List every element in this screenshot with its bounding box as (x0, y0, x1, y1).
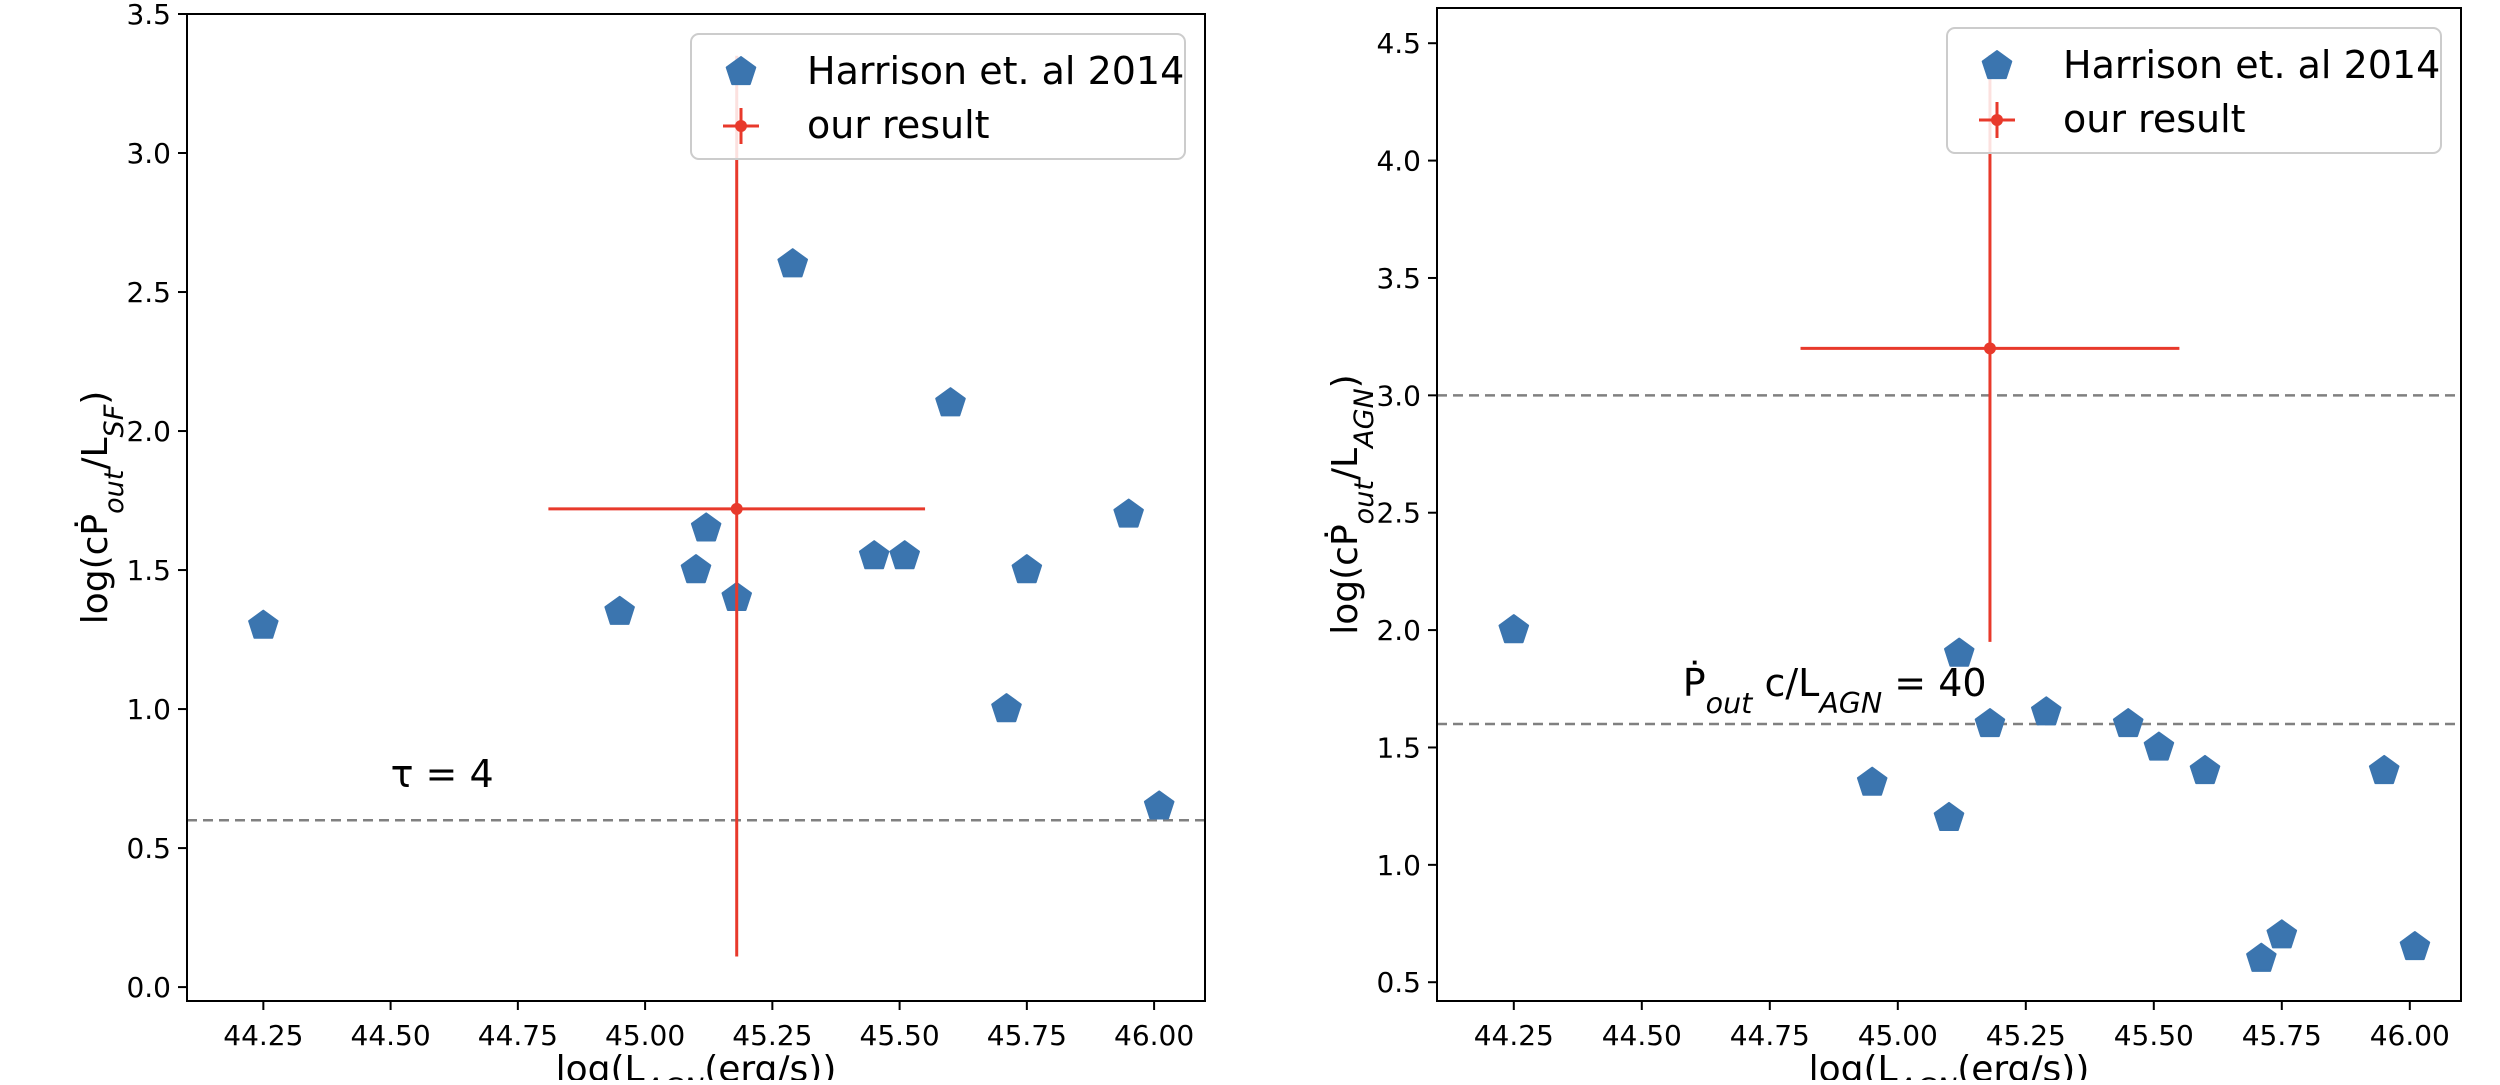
data-point (1011, 554, 1043, 584)
legend-box (690, 33, 1186, 160)
data-point (935, 387, 966, 417)
y-tick-label: 1.5 (126, 554, 171, 587)
y-tick-label: 0.5 (1376, 966, 1421, 999)
y-tick-label: 3.5 (1376, 262, 1421, 295)
y-tick-label: 4.5 (1376, 27, 1421, 60)
legend-marker-result-dot (735, 120, 747, 132)
x-tick-label: 45.75 (987, 1019, 1067, 1052)
chart-panel-2: 44.25 44.50 44.75 45.00 45.25 45.50 45.75 46.00… (1324, 7, 2462, 1085)
y-tick-label: 4.0 (1376, 145, 1421, 178)
data-point (2189, 754, 2221, 785)
data-point (991, 693, 1022, 723)
x-tick-label: 45.50 (2114, 1019, 2194, 1052)
y-tick-label: 1.0 (126, 693, 171, 726)
x-tick-label: 44.75 (1730, 1019, 1810, 1052)
chart-panel-1: 44.25 44.50 44.75 45.00 45.25 45.50 45.75 46.00… (74, 0, 1206, 1085)
x-tick-label: 45.50 (860, 1019, 940, 1052)
result-point (730, 502, 743, 515)
data-point (2246, 942, 2277, 972)
x-axis-label: log(LAGN(erg/s)) (1809, 1049, 2090, 1080)
x-tick-label: 44.25 (223, 1019, 303, 1052)
data-point (1974, 708, 2006, 738)
y-tick-label: 1.5 (1376, 731, 1421, 764)
x-tick-label: 45.25 (1986, 1019, 2066, 1052)
plot-frame (1436, 7, 2462, 1002)
x-tick-label: 44.50 (1602, 1019, 1682, 1052)
x-tick-label: 44.75 (478, 1019, 558, 1052)
annotation-text: Ṗout c/LAGN = 40 (1683, 661, 1987, 720)
data-point (2031, 696, 2062, 726)
x-tick-label: 45.25 (732, 1019, 812, 1052)
data-point (1856, 766, 1888, 796)
y-tick-label: 2.5 (126, 276, 171, 309)
data-point (1933, 801, 1965, 831)
x-tick-label: 45.75 (2242, 1019, 2322, 1052)
y-tick-label: 3.0 (126, 137, 171, 170)
data-point (858, 540, 890, 570)
legend-label-result: our result (807, 103, 990, 147)
data-point (2266, 919, 2298, 949)
y-tick-label: 2.0 (126, 415, 171, 448)
legend: Harrison et. al 2014 our result (1946, 27, 2442, 154)
plot-frame (186, 13, 1206, 1002)
y-tick-label: 2.5 (1376, 497, 1421, 530)
result-point (1983, 342, 1996, 355)
y-tick-label: 0.5 (126, 832, 171, 865)
x-tick-label: 46.00 (1114, 1019, 1194, 1052)
y-tick-label: 2.0 (1376, 614, 1421, 647)
legend: Harrison et. al 2014 our result (690, 33, 1186, 160)
data-point (1498, 614, 1530, 644)
data-point (1944, 637, 1975, 667)
x-tick-label: 46.00 (2370, 1019, 2450, 1052)
y-tick-label: 1.0 (1376, 849, 1421, 882)
data-point (248, 609, 279, 639)
annotation-text: τ = 4 (391, 752, 494, 796)
y-axis-label: log(cṖout/LSF) (74, 391, 130, 625)
legend-label-harrison: Harrison et. al 2014 (2063, 43, 2440, 87)
data-point (604, 595, 635, 625)
data-point (1113, 498, 1144, 528)
legend-label-harrison: Harrison et. al 2014 (807, 49, 1184, 93)
y-tick-label: 3.0 (1376, 379, 1421, 412)
data-point (889, 540, 920, 570)
data-point (690, 512, 722, 542)
data-point (1143, 790, 1175, 820)
data-point (2399, 931, 2431, 961)
x-tick-label: 44.50 (351, 1019, 431, 1052)
legend-marker-result-dot (1991, 114, 2003, 126)
y-tick-label: 0.0 (126, 971, 171, 1004)
legend-marker-harrison (1981, 50, 2013, 80)
data-point (2143, 731, 2175, 761)
legend-marker-harrison (725, 56, 757, 86)
y-axis-label: log(cṖout/LAGN) (1324, 374, 1380, 634)
x-tick-label: 44.25 (1474, 1019, 1554, 1052)
legend-box (1946, 27, 2442, 154)
data-point (2112, 708, 2144, 738)
data-point (680, 554, 712, 584)
y-tick-label: 3.5 (126, 0, 171, 31)
x-axis-label: log(LAGN(erg/s)) (556, 1049, 837, 1080)
legend-label-result: our result (2063, 97, 2246, 141)
x-tick-label: 45.00 (1858, 1019, 1938, 1052)
data-point (777, 248, 808, 278)
x-tick-label: 45.00 (605, 1019, 685, 1052)
data-point (2368, 754, 2400, 785)
